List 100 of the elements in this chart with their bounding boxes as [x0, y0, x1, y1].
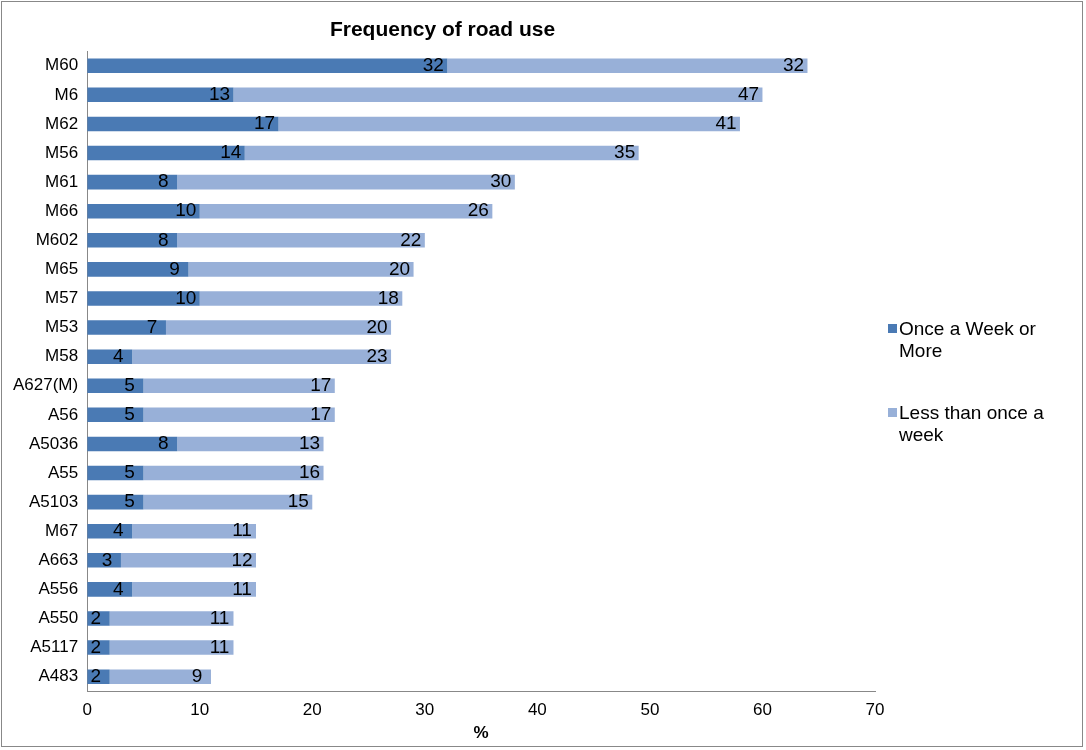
- x-axis-title: %: [473, 723, 489, 743]
- data-label: 11: [209, 606, 230, 628]
- x-tick-label: 60: [752, 700, 772, 720]
- y-tick-label: M62: [45, 113, 79, 133]
- data-label: 5: [124, 373, 135, 395]
- data-label: 3: [101, 548, 113, 570]
- data-label: 2: [90, 635, 101, 657]
- data-label: 14: [220, 141, 242, 163]
- data-label: 32: [422, 53, 444, 75]
- data-label: 10: [175, 286, 197, 308]
- bar: [109, 669, 211, 684]
- data-label: 13: [298, 432, 321, 454]
- data-label: 4: [112, 519, 124, 541]
- y-tick-label: A663: [38, 549, 79, 569]
- y-tick-label: M61: [45, 171, 79, 191]
- bar: [109, 640, 234, 655]
- data-label: 22: [400, 228, 422, 250]
- bar: [87, 262, 189, 277]
- x-tick-label: 20: [302, 700, 322, 720]
- bar: [143, 407, 335, 423]
- bar: [87, 320, 166, 335]
- bar: [132, 523, 256, 539]
- bar: [165, 320, 392, 335]
- x-tick-label: 30: [415, 700, 435, 720]
- data-label: 17: [253, 112, 276, 134]
- data-label: 11: [232, 519, 252, 541]
- bar: [177, 436, 324, 452]
- bar: [87, 378, 144, 394]
- legend-label: Less than once a week: [899, 402, 1045, 446]
- data-label: 35: [614, 141, 636, 163]
- data-label: 4: [112, 577, 124, 599]
- data-label: 20: [389, 257, 411, 279]
- y-tick-label: A5103: [29, 491, 79, 511]
- y-tick-label: A556: [38, 579, 79, 599]
- data-label: 32: [782, 53, 805, 75]
- data-label: 2: [90, 606, 101, 628]
- bar: [447, 58, 808, 74]
- y-tick-label: M65: [45, 259, 79, 279]
- data-label: 47: [737, 83, 760, 105]
- bar: [177, 233, 425, 248]
- data-label: 8: [157, 432, 169, 454]
- y-tick-label: A627(M): [13, 375, 79, 395]
- x-tick-label: 50: [640, 700, 660, 720]
- bar: [188, 262, 414, 277]
- data-label: 9: [191, 664, 203, 686]
- bar: [143, 494, 313, 510]
- bar: [87, 291, 200, 306]
- data-label: 12: [231, 548, 253, 570]
- data-label: 17: [310, 403, 332, 425]
- data-label: 18: [377, 286, 399, 308]
- data-label: 2: [90, 664, 101, 686]
- y-tick-label: M58: [45, 346, 79, 366]
- x-tick-label: 40: [527, 700, 547, 720]
- data-label: 11: [232, 577, 252, 599]
- data-label: 17: [310, 373, 332, 395]
- legend-label: Once a Week or More: [899, 318, 1037, 362]
- data-label: 15: [287, 490, 309, 512]
- data-label: 20: [366, 315, 388, 337]
- bar: [87, 116, 279, 132]
- data-label: 5: [124, 490, 135, 512]
- bar: [87, 58, 448, 74]
- data-label: 10: [175, 199, 197, 221]
- y-tick-label: M67: [45, 520, 79, 540]
- data-label: 41: [715, 112, 737, 134]
- bar: [143, 378, 335, 394]
- y-tick-label: A5036: [29, 433, 79, 453]
- y-tick-label: A483: [38, 666, 79, 686]
- data-label: 16: [298, 461, 321, 483]
- data-label: 7: [146, 315, 158, 337]
- bar: [87, 233, 178, 248]
- bar: [120, 553, 256, 568]
- y-tick-label: M6: [54, 84, 79, 104]
- chart-title: Frequency of road use: [329, 17, 556, 41]
- y-tick-label: A550: [38, 608, 79, 628]
- data-label: 5: [124, 461, 135, 483]
- data-label: 30: [490, 170, 512, 192]
- y-tick-label: A56: [47, 404, 79, 424]
- y-tick-label: M57: [45, 288, 79, 308]
- y-tick-label: A5117: [30, 637, 79, 657]
- data-label: 11: [209, 635, 230, 657]
- bar: [199, 203, 493, 219]
- bar: [109, 611, 234, 626]
- x-tick-label: 0: [82, 700, 92, 720]
- y-tick-label: M56: [45, 142, 79, 162]
- bar: [177, 174, 515, 190]
- data-label: 8: [157, 228, 169, 250]
- x-tick-label: 10: [190, 700, 210, 720]
- bar: [143, 465, 324, 481]
- bar: [132, 582, 256, 597]
- y-tick-label: M602: [35, 229, 79, 249]
- data-label: 5: [124, 403, 135, 425]
- data-label: 13: [208, 83, 231, 105]
- data-label: 26: [467, 199, 489, 221]
- data-label: 8: [157, 170, 169, 192]
- data-label: 9: [169, 257, 180, 279]
- y-tick-label: A55: [47, 462, 79, 482]
- x-tick-label: 70: [865, 700, 885, 720]
- y-tick-label: M66: [45, 200, 79, 220]
- y-tick-label: M53: [45, 317, 79, 337]
- bar: [199, 291, 403, 306]
